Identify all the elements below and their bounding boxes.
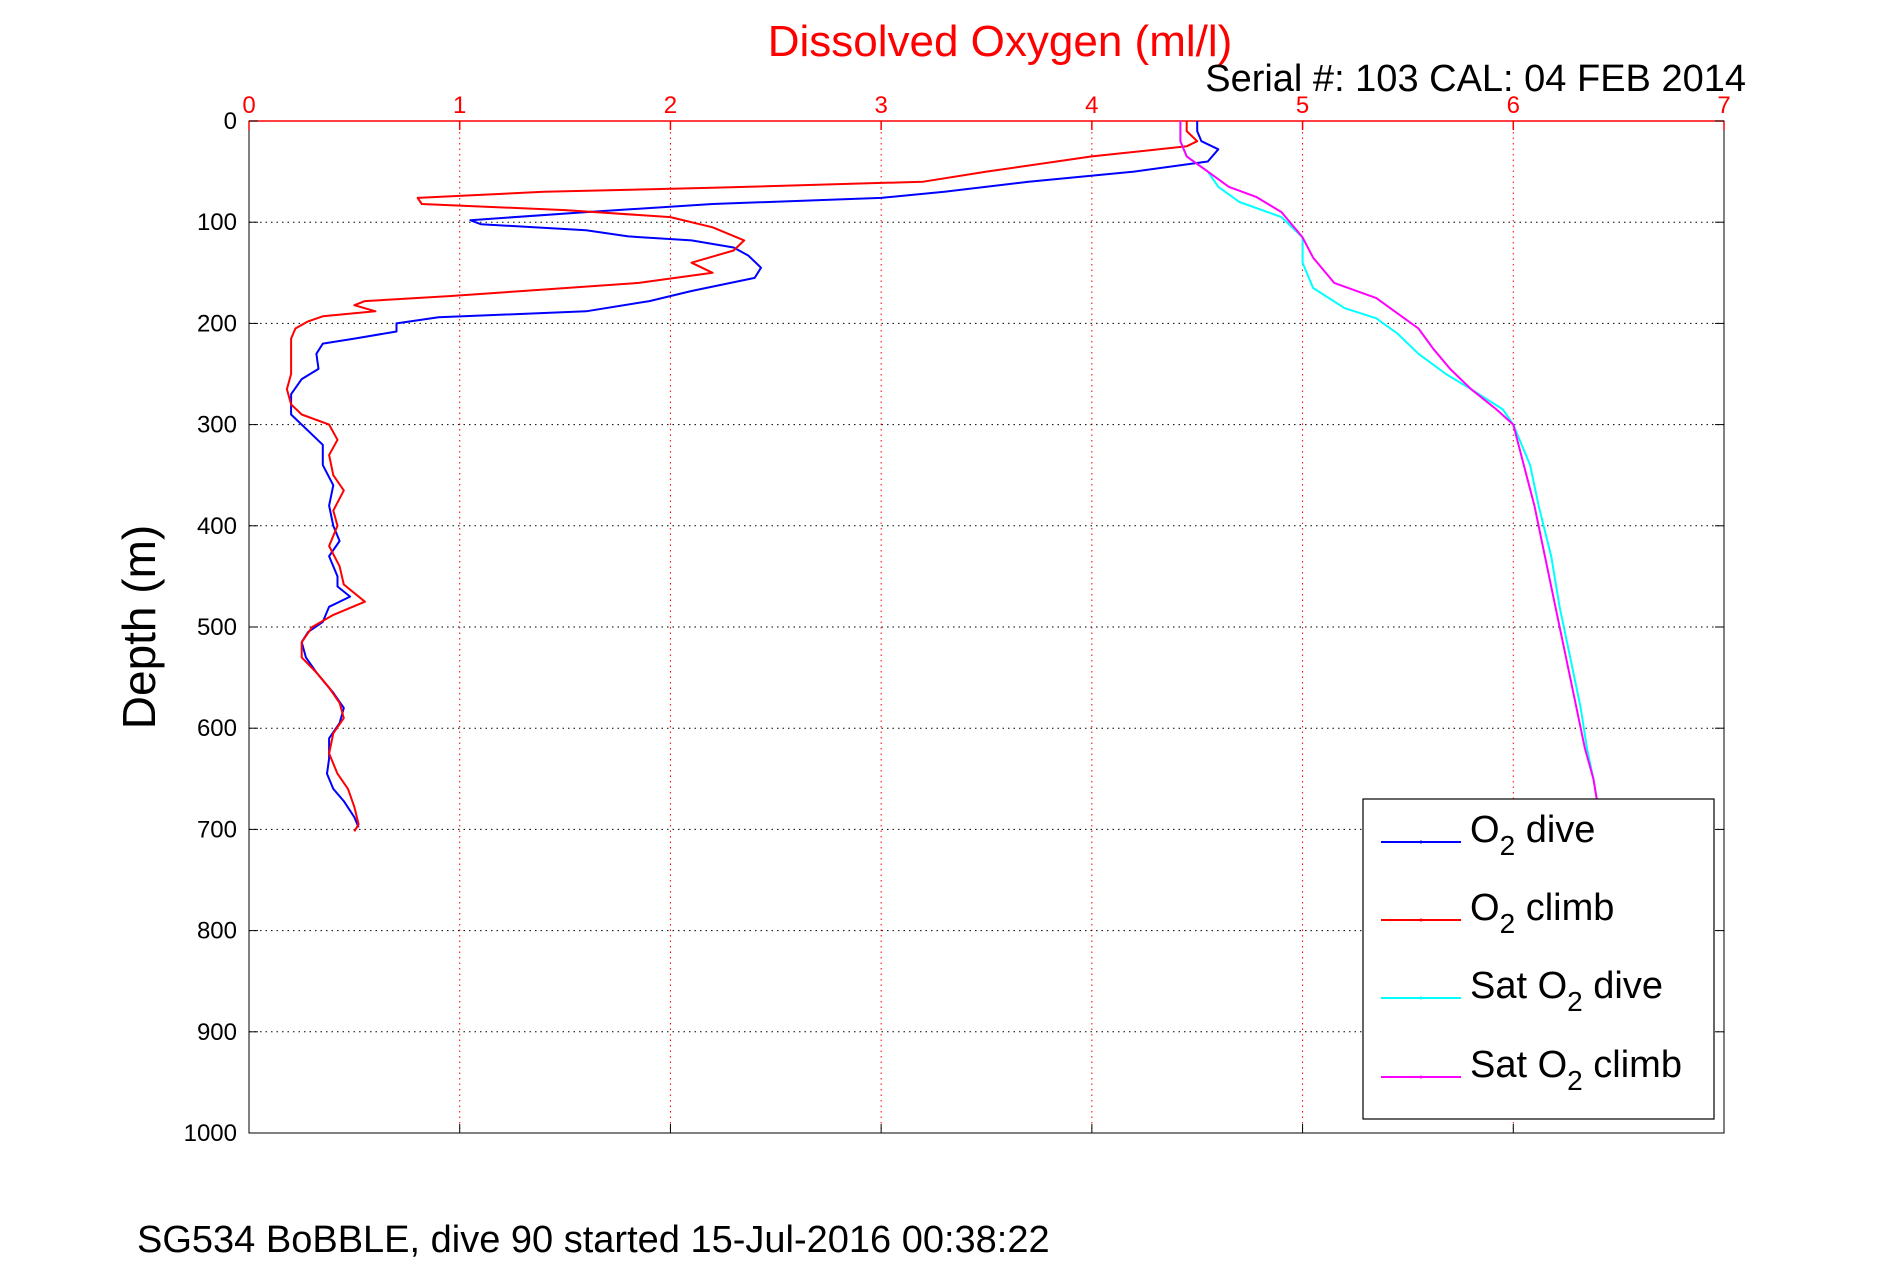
footer-text: SG534 BoBBLE, dive 90 started 15-Jul-201… — [137, 1219, 1050, 1261]
x-ticks: 0 1 2 3 4 5 6 7 — [242, 92, 1731, 1133]
legend-label-base-2: Sat O — [1470, 965, 1567, 1007]
series-line-1 — [285, 121, 1199, 832]
legend-label-sub-2: 2 — [1567, 986, 1583, 1017]
y-tick-label-8: 800 — [197, 918, 237, 945]
x-tick-label-4: 4 — [1085, 92, 1098, 119]
legend-label-suffix-3: climb — [1583, 1044, 1682, 1086]
y-axis-label: Depth (m) — [113, 525, 165, 729]
legend-label-suffix-0: dive — [1515, 809, 1595, 851]
legend-swatch-marker-0 — [1419, 840, 1423, 844]
y-tick-label-7: 700 — [197, 816, 237, 843]
legend-swatch-marker-2 — [1419, 996, 1423, 1000]
chart-subtitle: Serial #: 103 CAL: 04 FEB 2014 — [1205, 58, 1746, 100]
x-tick-label-2: 2 — [664, 92, 677, 119]
y-tick-label-6: 600 — [197, 715, 237, 742]
legend-box — [1362, 798, 1715, 1120]
legend-label-0: O2 dive — [1470, 809, 1595, 861]
series-line-2 — [1179, 121, 1599, 805]
legend-label-suffix-2: dive — [1583, 965, 1663, 1007]
grid — [249, 121, 1724, 1133]
y-tick-label-4: 400 — [197, 513, 237, 540]
x-tick-label-0: 0 — [242, 92, 255, 119]
series-layer — [285, 121, 1599, 832]
x-tick-label-6: 6 — [1507, 92, 1520, 119]
legend-label-base-0: O — [1470, 809, 1500, 851]
y-tick-label-2: 200 — [197, 310, 237, 337]
x-tick-label-1: 1 — [453, 92, 466, 119]
y-tick-label-1: 100 — [197, 209, 237, 236]
legend-label-sub-0: 2 — [1500, 830, 1516, 861]
legend-label-2: Sat O2 dive — [1470, 965, 1663, 1017]
y-ticks: 0 100 200 300 400 500 600 700 800 900 1000 — [184, 108, 1724, 1147]
legend-label-suffix-1: climb — [1515, 887, 1614, 929]
x-tick-label-5: 5 — [1296, 92, 1309, 119]
legend-label-base-1: O — [1470, 887, 1500, 929]
y-tick-label-10: 1000 — [184, 1120, 237, 1147]
y-tick-label-5: 500 — [197, 614, 237, 641]
legend-label-3: Sat O2 climb — [1470, 1044, 1682, 1096]
y-tick-label-0: 0 — [224, 108, 237, 135]
series-line-3 — [1179, 121, 1599, 805]
legend-swatch-marker-1 — [1419, 918, 1423, 922]
chart-title: Dissolved Oxygen (ml/l) — [768, 17, 1233, 66]
x-tick-label-7: 7 — [1717, 92, 1730, 119]
legend-label-1: O2 climb — [1470, 887, 1614, 939]
legend-label-sub-3: 2 — [1567, 1065, 1583, 1096]
x-tick-label-3: 3 — [874, 92, 887, 119]
legend-swatch-marker-3 — [1419, 1075, 1423, 1079]
legend-label-sub-1: 2 — [1500, 908, 1516, 939]
y-tick-label-3: 300 — [197, 412, 237, 439]
y-tick-label-9: 900 — [197, 1019, 237, 1046]
legend-label-base-3: Sat O — [1470, 1044, 1567, 1086]
